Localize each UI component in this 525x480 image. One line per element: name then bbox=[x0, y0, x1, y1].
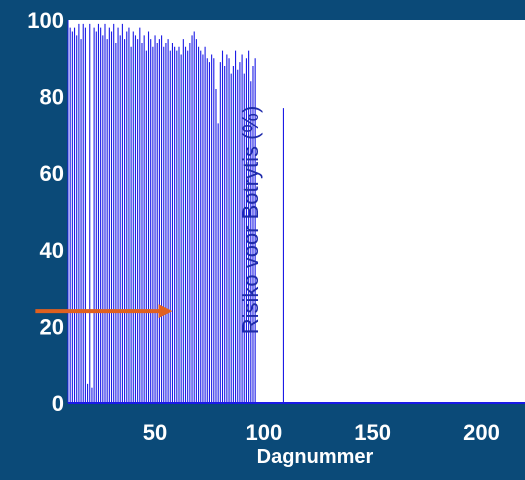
arrow-head bbox=[158, 304, 173, 319]
y-tick-label: 100 bbox=[27, 8, 64, 33]
annotation-arrow bbox=[35, 304, 173, 319]
x-tick-label: 200 bbox=[463, 420, 500, 445]
bar-series bbox=[69, 23, 284, 403]
y-tick-label: 20 bbox=[40, 314, 64, 339]
x-axis-label: Dagnummer bbox=[257, 446, 374, 468]
y-tick-labels: 0 20 40 60 80 100 bbox=[27, 8, 64, 416]
y-tick-label: 40 bbox=[40, 238, 64, 263]
x-tick-labels: 50 100 150 200 bbox=[143, 420, 500, 445]
x-tick-label: 150 bbox=[354, 420, 391, 445]
y-tick-label: 0 bbox=[52, 391, 64, 416]
risk-overlay-label: Risiko voor Botrytis (%) bbox=[238, 106, 263, 335]
plot-area bbox=[68, 20, 525, 403]
y-tick-label: 60 bbox=[40, 161, 64, 186]
x-tick-label: 50 bbox=[143, 420, 167, 445]
x-tick-label: 100 bbox=[245, 420, 282, 445]
y-tick-label: 80 bbox=[40, 85, 64, 110]
